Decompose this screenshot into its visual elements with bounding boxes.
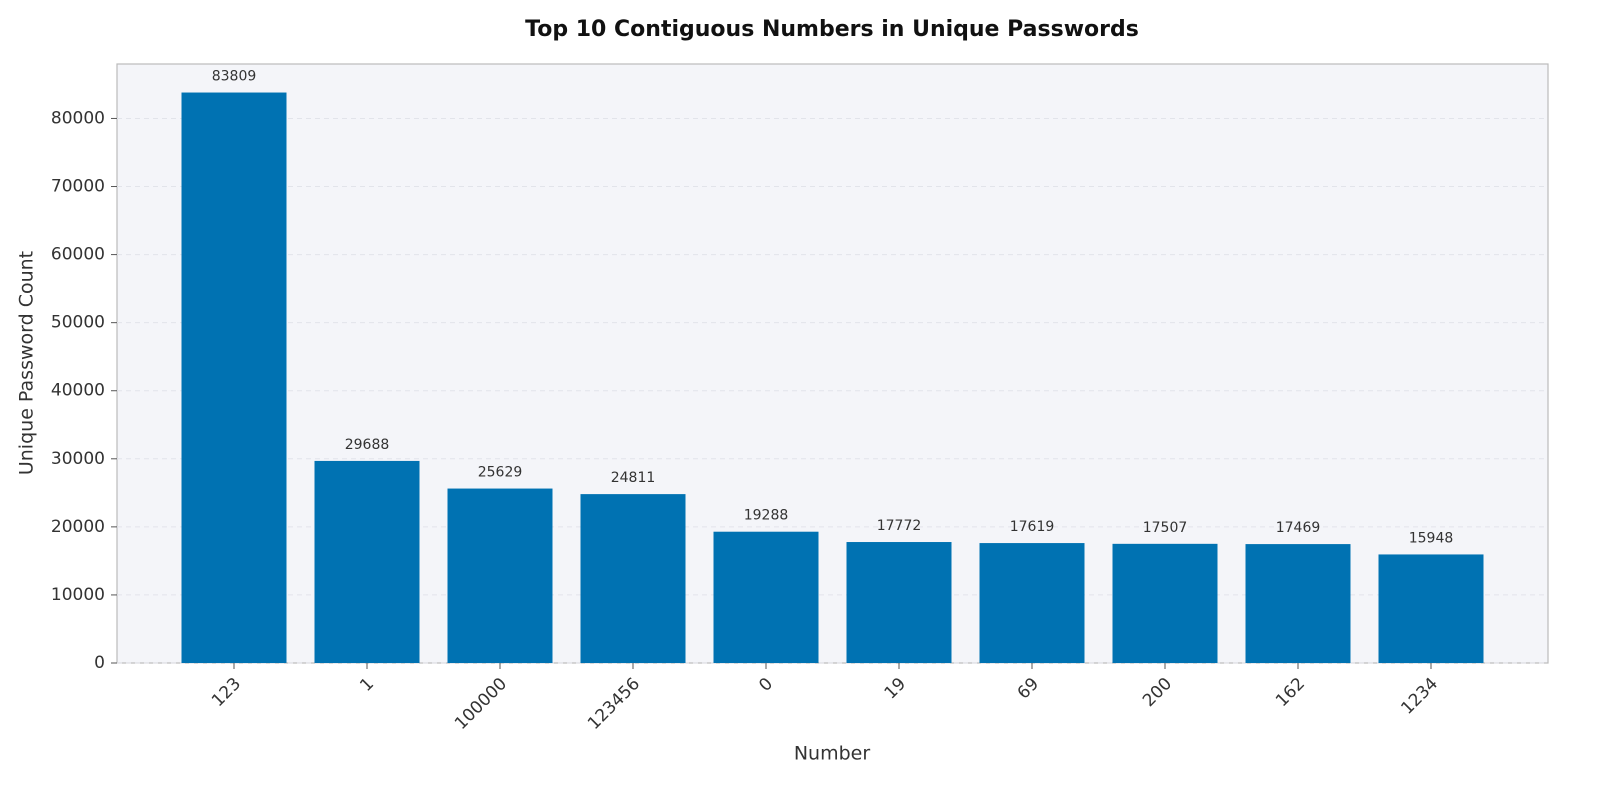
value-label: 17772 [877, 518, 922, 534]
y-tick-label: 50000 [51, 313, 105, 333]
value-label: 17469 [1276, 520, 1321, 536]
bar [314, 460, 420, 663]
bar [1112, 543, 1218, 663]
bars: 83809 29688 25629 24811 19288 17772 17619 17507… [181, 69, 1484, 664]
y-tick-label: 20000 [51, 517, 105, 537]
x-tick-label: 1234 [1397, 674, 1442, 719]
x-tick-label: 19 [881, 674, 910, 703]
x-tick-label: 0 [755, 674, 777, 696]
y-tick-label: 0 [94, 653, 105, 673]
x-tick-label: 1 [356, 674, 378, 696]
chart-title: Top 10 Contiguous Numbers in Unique Pass… [525, 17, 1139, 42]
bar [181, 92, 287, 664]
value-label: 25629 [478, 465, 523, 481]
y-tick-label: 40000 [51, 381, 105, 401]
y-tick-label: 80000 [51, 108, 105, 128]
y-axis-label: Unique Password Count [16, 251, 38, 475]
bar [846, 542, 952, 663]
value-label: 17507 [1143, 520, 1188, 536]
bar [580, 494, 686, 663]
x-tick-label: 100000 [451, 674, 511, 734]
y-tick-label: 70000 [51, 177, 105, 197]
bar [1245, 544, 1351, 663]
y-tick-label: 10000 [51, 585, 105, 605]
x-tick-label: 162 [1272, 674, 1309, 711]
y-tick-label: 30000 [51, 449, 105, 469]
y-tick-label: 60000 [51, 245, 105, 265]
value-label: 15948 [1409, 530, 1454, 546]
bar [713, 531, 819, 663]
bar [1378, 554, 1484, 663]
bar [979, 543, 1085, 663]
x-tick-label: 123456 [584, 674, 644, 734]
x-axis-label: Number [794, 743, 871, 765]
value-label: 17619 [1010, 519, 1055, 535]
value-label: 29688 [345, 437, 390, 453]
x-tick-label: 69 [1014, 674, 1043, 703]
x-tick-label: 123 [208, 674, 245, 711]
bar [447, 488, 553, 663]
value-label: 24811 [611, 470, 656, 486]
value-label: 19288 [744, 508, 789, 524]
x-tick-label: 200 [1139, 674, 1176, 711]
value-label: 83809 [212, 69, 257, 85]
